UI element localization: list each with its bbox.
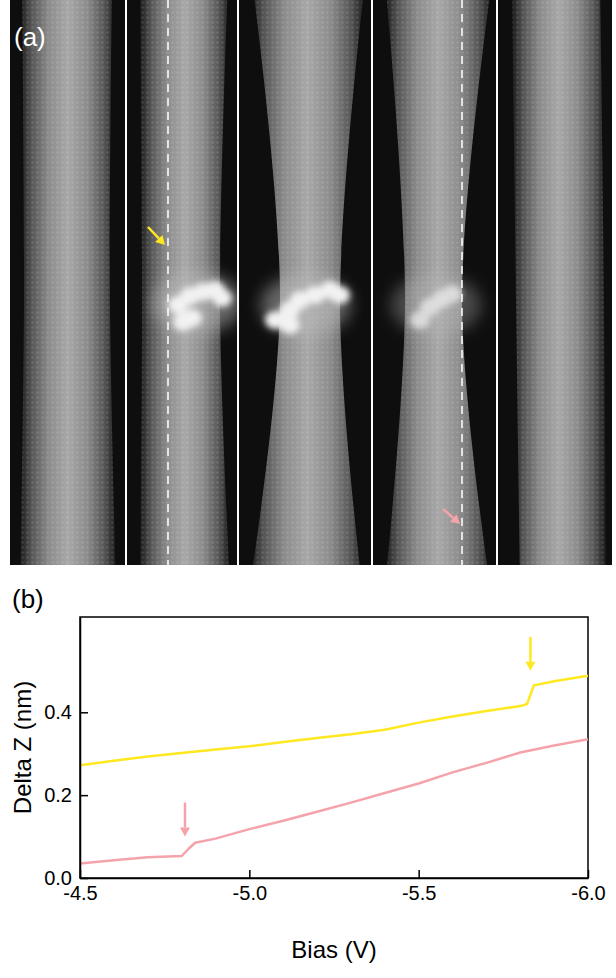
arrow-shaft	[184, 803, 187, 828]
stm-image	[373, 0, 496, 565]
nanotube	[20, 0, 116, 565]
stm-image	[498, 0, 612, 565]
molecule-lobe	[173, 313, 193, 331]
molecule-halo	[391, 275, 481, 335]
molecule-halo	[153, 273, 237, 333]
molecule-halo	[261, 275, 351, 335]
arrow-head	[155, 235, 165, 245]
arrow-head	[450, 514, 460, 524]
arrow-shaft	[148, 227, 159, 238]
x-tick-mark	[249, 870, 251, 878]
y-tick-mark	[80, 712, 88, 714]
molecule	[265, 281, 350, 334]
lines	[80, 676, 588, 864]
arrow-head	[180, 828, 190, 837]
y-tick-label: 0.2	[44, 784, 72, 806]
molecule-lobe	[330, 286, 350, 304]
arrow	[180, 803, 190, 837]
lattice	[385, 0, 492, 565]
lattice	[250, 0, 365, 565]
x-tick: -5.0	[233, 870, 267, 904]
molecule-lobe	[280, 316, 300, 334]
x-axis-line	[81, 878, 589, 880]
panel-label: (b)	[12, 584, 44, 614]
nanotube	[512, 0, 606, 565]
nanotube	[250, 0, 365, 565]
figure: (a)-4.5-5.0-5.5-6.00.00.20.4Bias (V)Delt…	[0, 0, 616, 978]
molecule-lobe	[212, 289, 232, 307]
nanotube	[385, 0, 492, 565]
arrow	[443, 509, 460, 524]
x-axis: -4.5-5.0-5.5-6.0	[63, 870, 605, 904]
x-axis-title: Bias (V)	[291, 936, 376, 963]
y-tick-label: 0.4	[44, 701, 72, 723]
dashed-line	[461, 0, 463, 565]
stm-image	[127, 0, 237, 565]
data-line	[80, 676, 588, 765]
x-tick: -6.0	[571, 870, 605, 904]
x-tick-label: -5.5	[402, 882, 436, 904]
dashed-line	[167, 0, 169, 565]
x-tick-mark	[418, 870, 420, 878]
panel-a: (a)	[10, 0, 612, 585]
y-axis-title: Delta Z (nm)	[9, 681, 36, 814]
arrow	[148, 227, 165, 245]
molecule-lobe	[442, 285, 462, 303]
panel-label: (a)	[14, 22, 46, 52]
y-tick: 0.2	[44, 784, 88, 806]
panel-b: -4.5-5.0-5.5-6.00.00.20.4Bias (V)Delta Z…	[9, 584, 606, 963]
x-tick-label: -5.0	[233, 882, 267, 904]
y-tick-mark	[80, 795, 88, 797]
data-line	[80, 739, 588, 863]
y-tick: 0.4	[44, 701, 88, 723]
x-tick-mark	[588, 870, 590, 878]
lattice	[20, 0, 116, 565]
molecule	[168, 281, 232, 331]
arrow-shaft	[443, 509, 453, 518]
y-axis-line	[80, 618, 82, 879]
stm-image	[10, 0, 125, 565]
arrow-head	[525, 662, 535, 671]
molecule	[410, 285, 462, 329]
x-tick-label: -6.0	[571, 882, 605, 904]
plot-frame	[80, 617, 588, 878]
lattice	[512, 0, 606, 565]
stm-image	[239, 0, 371, 565]
y-axis: 0.0 0.2 0.4	[44, 618, 88, 889]
arrow-shaft	[529, 637, 532, 662]
y-tick: 0.0	[44, 867, 88, 889]
x-tick: -5.5	[402, 870, 436, 904]
y-tick-label: 0.0	[44, 867, 72, 889]
y-tick-mark	[80, 878, 88, 880]
arrow	[525, 637, 535, 671]
